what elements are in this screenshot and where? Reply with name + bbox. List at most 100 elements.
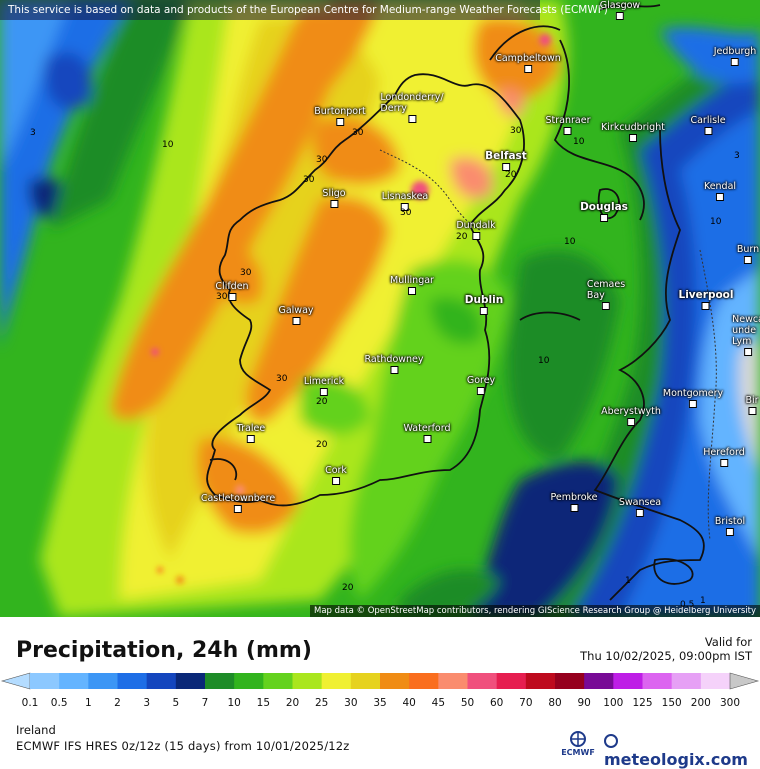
- city-sligo: Sligo: [322, 188, 346, 208]
- city-carlisle: Carlisle: [690, 115, 726, 135]
- contour-label: 30: [216, 292, 228, 302]
- scale-swatch: [584, 673, 614, 689]
- city-dot: [422, 435, 431, 443]
- city-rathdowney: Rathdowney: [364, 354, 424, 374]
- scale-swatch: [467, 673, 498, 689]
- city-dot: [716, 193, 724, 201]
- city-dot: [233, 505, 242, 513]
- scale-swatch: [671, 673, 702, 689]
- city-dot: [601, 302, 610, 310]
- scale-swatch: [292, 673, 323, 689]
- city-dot: [627, 418, 635, 426]
- valid-label: Valid for: [704, 635, 752, 649]
- precipitation-map[interactable]: This service is based on data and produc…: [0, 0, 760, 617]
- map-attribution[interactable]: Map data © OpenStreetMap contributors, r…: [310, 605, 760, 617]
- city-name: Galway: [278, 305, 314, 316]
- scale-tick: 2: [114, 697, 121, 709]
- contour-label: 10: [710, 217, 722, 227]
- scale-tick: 80: [548, 697, 562, 709]
- city-dot: [407, 115, 416, 123]
- city-name: Cork: [325, 465, 347, 476]
- city-dot: [743, 348, 752, 356]
- scale-tick: 200: [690, 697, 711, 709]
- scale-swatch: [88, 673, 118, 689]
- city-name: Castletownbere: [200, 493, 276, 504]
- region-label: Ireland: [16, 723, 56, 737]
- city-name: Clifden: [215, 281, 249, 292]
- city-stranraer: Stranraer: [546, 115, 590, 135]
- city-dot: [748, 407, 756, 415]
- scale-tick: 3: [143, 697, 150, 709]
- city-bristol: Bristol: [715, 516, 745, 536]
- scale-swatch: [205, 673, 235, 689]
- scale-tick: 90: [577, 697, 591, 709]
- city-name: Bristol: [714, 516, 746, 527]
- city-waterford: Waterford: [403, 423, 451, 443]
- city-newcastle-under-lyme: Newca unde Lym: [732, 314, 760, 356]
- city-dot: [331, 477, 340, 485]
- city-dot: [247, 435, 255, 443]
- city-dot: [502, 163, 510, 171]
- scale-swatch: [525, 673, 556, 689]
- city-cork: Cork: [325, 465, 347, 485]
- contour-label: 10: [573, 137, 585, 147]
- city-name: Dublin: [464, 294, 504, 306]
- city-dot: [744, 256, 752, 264]
- city-dot: [569, 504, 578, 512]
- contour-label: 30: [316, 155, 328, 165]
- city-dot: [390, 366, 398, 374]
- city-name: Swansea: [618, 497, 662, 508]
- contour-label: 3: [734, 151, 740, 161]
- scale-tick: 5: [172, 697, 180, 709]
- city-pembroke: Pembroke: [550, 492, 598, 512]
- city-name: Gorey: [466, 375, 496, 386]
- city-name: Glasgow: [599, 0, 641, 11]
- city-dot: [563, 127, 572, 135]
- city-name: Carlisle: [690, 115, 726, 126]
- city-dot: [228, 293, 236, 301]
- city-dublin: Dublin: [465, 294, 503, 315]
- scale-tick: 150: [661, 697, 682, 709]
- scale-tick: 100: [603, 697, 624, 709]
- ecmwf-logo: ECMWF: [556, 730, 600, 758]
- scale-swatch: [380, 673, 410, 689]
- city-montgomery: Montgomery: [663, 388, 723, 408]
- city-name: Jedburgh: [713, 46, 757, 57]
- city-dundalk: Dundalk: [456, 220, 496, 240]
- contour-label: 1: [625, 576, 631, 586]
- scale-tick: 30: [344, 697, 358, 709]
- scale-swatch: [30, 673, 60, 689]
- precipitation-field: [0, 0, 760, 617]
- scale-swatch: [117, 673, 148, 689]
- coastline: [206, 4, 705, 601]
- scale-swatch: [555, 673, 585, 689]
- city-glasgow: Glasgow: [600, 0, 640, 20]
- scale-tick: 10: [227, 697, 241, 709]
- city-name: Londonderry/ Derry: [380, 92, 444, 114]
- city-name: Limerick: [303, 376, 345, 387]
- legend-title: Precipitation, 24h (mm): [16, 638, 312, 663]
- contour-label: 10: [162, 140, 174, 150]
- city-name: Cemaes Bay: [586, 279, 626, 301]
- city-birmingham: Bir: [745, 395, 759, 415]
- contour-label: 30: [352, 128, 364, 138]
- city-dot: [400, 203, 409, 211]
- city-dot: [688, 400, 697, 408]
- legend-footer: Precipitation, 24h (mm) Valid for Thu 10…: [0, 617, 760, 769]
- city-dot: [471, 232, 480, 240]
- city-kendal: Kendal: [704, 181, 736, 201]
- scale-tick: 50: [460, 697, 475, 709]
- meteologix-logo[interactable]: meteologix.com: [604, 731, 760, 769]
- city-aberystwyth: Aberystwyth: [601, 406, 661, 426]
- scale-tick: 25: [314, 697, 329, 709]
- city-name: Kendal: [703, 181, 737, 192]
- city-name: Rathdowney: [364, 354, 424, 365]
- city-tralee: Tralee: [237, 423, 265, 443]
- city-name: Hereford: [703, 447, 745, 458]
- city-name: Kirkcudbright: [601, 122, 665, 133]
- city-name: Bir: [745, 395, 759, 406]
- valid-time: Valid for Thu 10/02/2025, 09:00pm IST: [580, 635, 752, 663]
- city-name: Mullingar: [390, 275, 434, 286]
- city-name: Pembroke: [550, 492, 598, 503]
- city-name: Aberystwyth: [601, 406, 661, 417]
